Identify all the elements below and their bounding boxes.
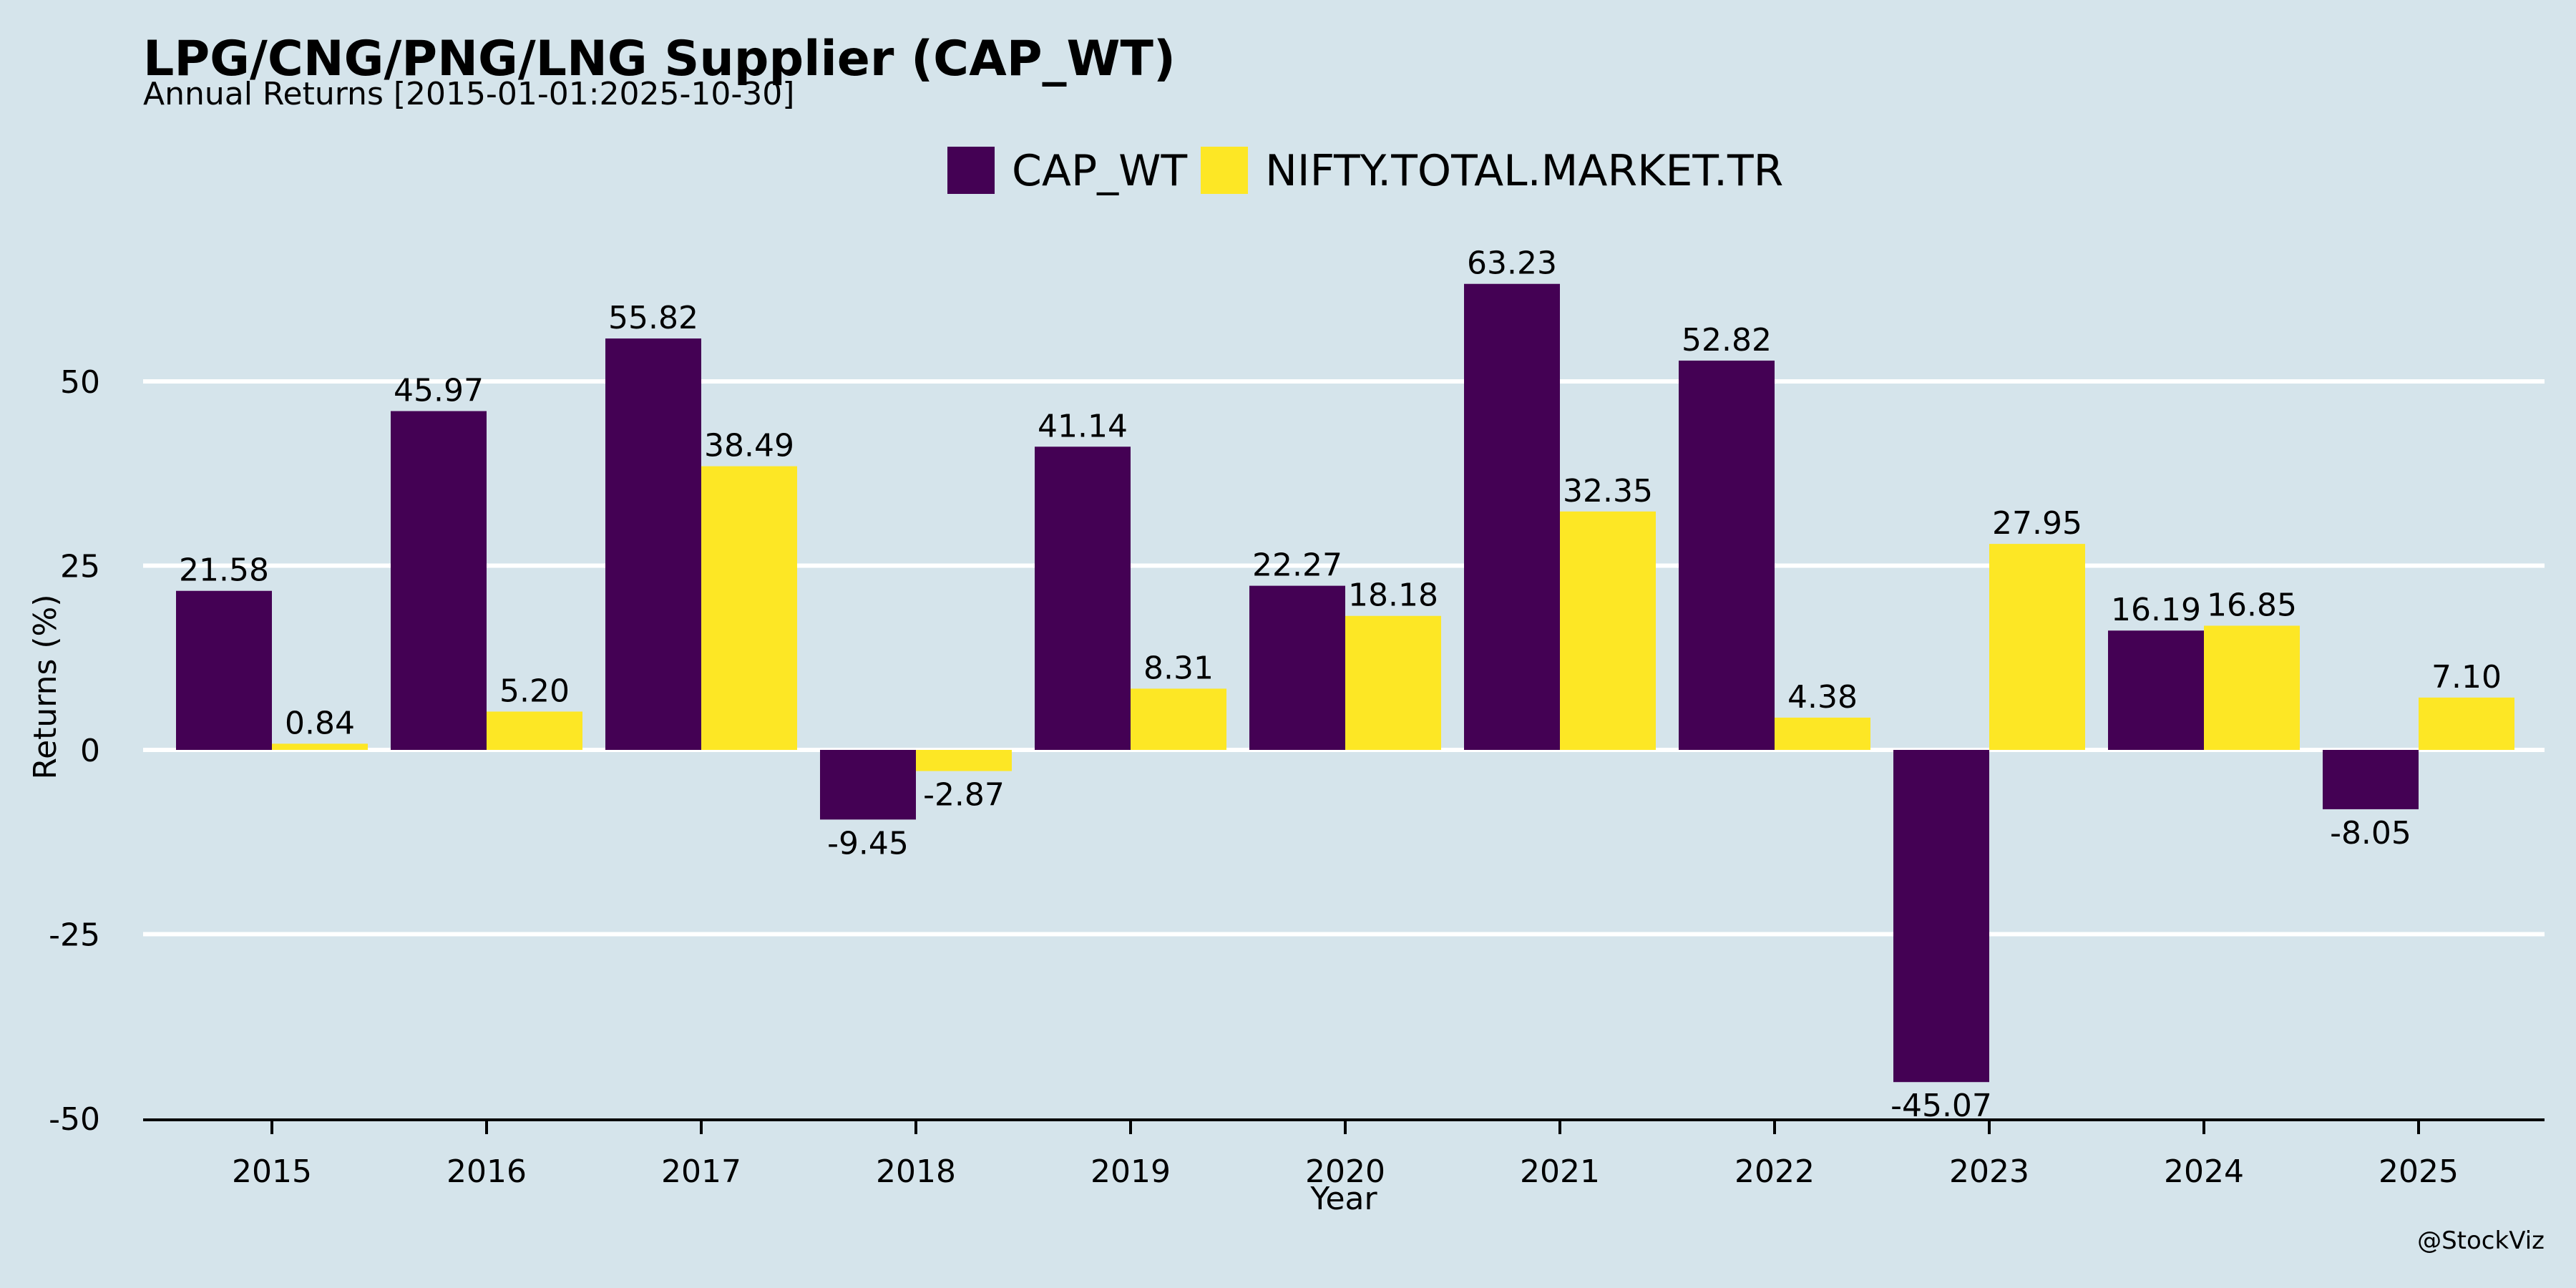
y-tick-label: 0	[80, 733, 100, 769]
bar-nifty-total-market-tr	[1775, 717, 1870, 750]
x-tick-label: 2015	[232, 1153, 312, 1190]
bar-cap-wt	[1464, 283, 1560, 751]
data-label: 21.58	[179, 552, 269, 589]
credit-text: @StockViz	[2417, 1226, 2545, 1255]
legend-swatch	[1201, 147, 1248, 194]
bar-nifty-total-market-tr	[2204, 625, 2300, 750]
chart-subtitle: Annual Returns [2015-01-01:2025-10-30]	[143, 76, 794, 112]
bar-cap-wt	[2323, 750, 2419, 809]
bar-nifty-total-market-tr	[1560, 511, 1656, 750]
bars	[176, 283, 2514, 1083]
x-tick-label: 2020	[1305, 1153, 1385, 1190]
x-tick-label: 2019	[1091, 1153, 1171, 1190]
data-label: 5.20	[499, 673, 570, 709]
bar-cap-wt	[1679, 360, 1775, 751]
legend-swatch	[947, 147, 995, 194]
y-tick-label: 50	[60, 364, 100, 401]
data-label: 7.10	[2431, 659, 2502, 696]
data-label: 4.38	[1787, 679, 1858, 716]
bar-nifty-total-market-tr	[1131, 688, 1226, 750]
data-label: 27.95	[1992, 505, 2082, 542]
y-tick-label: -25	[49, 917, 100, 954]
data-label: -2.87	[923, 777, 1005, 814]
axes: 2015 2016 2017 2018 2019 2020 2021 2022 2023 2024…	[143, 1118, 2545, 1190]
bar-nifty-total-market-tr	[1345, 615, 1441, 750]
data-label: -9.45	[827, 825, 909, 862]
x-tick-label: 2016	[447, 1153, 527, 1190]
data-label: 8.31	[1143, 650, 1214, 686]
x-tick-label: 2025	[2379, 1153, 2459, 1190]
data-label: 63.23	[1467, 245, 1557, 282]
bar-nifty-total-market-tr	[487, 711, 582, 750]
y-axis-title: Returns (%)	[27, 594, 64, 779]
data-label: 0.84	[285, 705, 355, 741]
x-tick-label: 2023	[1949, 1153, 2029, 1190]
x-tick-label: 2022	[1735, 1153, 1815, 1190]
x-tick-label: 2017	[661, 1153, 741, 1190]
data-label: 16.85	[2207, 587, 2297, 623]
bar-cap-wt	[820, 750, 916, 820]
data-label: 16.19	[2111, 592, 2201, 628]
data-label: 18.18	[1348, 577, 1438, 614]
data-labels: 21.58 45.97 55.82 -9.45 41.14 22.27 63.23 52.82…	[179, 245, 2502, 1124]
x-axis-title: Year	[1309, 1181, 1377, 1217]
bar-cap-wt	[605, 338, 701, 751]
legend: CAP_WT NIFTY.TOTAL.MARKET.TR	[947, 146, 1783, 196]
bar-cap-wt	[176, 590, 272, 750]
bar-nifty-total-market-tr	[2419, 697, 2514, 750]
x-tick-label: 2018	[876, 1153, 956, 1190]
y-tick-label: 25	[60, 549, 100, 585]
data-label: 22.27	[1252, 547, 1342, 584]
bar-nifty-total-market-tr	[1989, 544, 2085, 750]
data-label: 45.97	[394, 373, 484, 409]
bar-cap-wt	[391, 411, 487, 750]
data-label: 32.35	[1563, 473, 1653, 509]
legend-label: NIFTY.TOTAL.MARKET.TR	[1265, 146, 1783, 196]
bar-cap-wt	[1249, 585, 1345, 750]
data-label: 52.82	[1682, 322, 1772, 358]
bar-cap-wt	[1035, 447, 1131, 750]
bar-nifty-total-market-tr	[701, 466, 797, 750]
y-tick-label: -50	[49, 1101, 100, 1138]
data-label: -45.07	[1890, 1088, 1992, 1124]
bar-cap-wt	[2108, 630, 2204, 750]
legend-label: CAP_WT	[1012, 146, 1187, 196]
x-tick-label: 2024	[2164, 1153, 2244, 1190]
data-label: 38.49	[704, 428, 794, 464]
data-label: 41.14	[1038, 408, 1128, 444]
data-label: 55.82	[608, 300, 698, 336]
bar-nifty-total-market-tr	[916, 750, 1012, 771]
bar-nifty-total-market-tr	[272, 743, 368, 750]
bar-cap-wt	[1893, 750, 1989, 1083]
chart-title: LPG/CNG/PNG/LNG Supplier (CAP_WT)	[143, 31, 1176, 87]
x-tick-label: 2021	[1520, 1153, 1600, 1190]
data-label: -8.05	[2330, 815, 2411, 852]
